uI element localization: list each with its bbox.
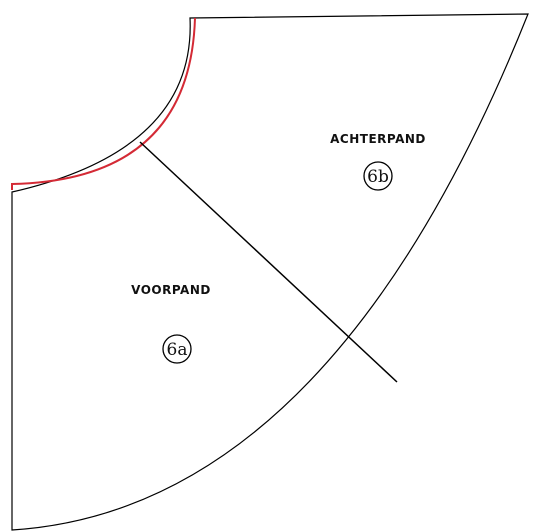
piece-number: 6b bbox=[367, 167, 389, 187]
piece-number-circle bbox=[162, 334, 192, 364]
divider-line bbox=[139, 141, 398, 383]
piece-number-circle bbox=[363, 161, 393, 191]
piece-name: ACHTERPAND bbox=[330, 132, 426, 146]
seam-allowance bbox=[11, 17, 196, 190]
piece-name: VOORPAND bbox=[131, 283, 211, 297]
piece-number: 6a bbox=[167, 340, 188, 360]
pattern-outline bbox=[11, 13, 529, 531]
